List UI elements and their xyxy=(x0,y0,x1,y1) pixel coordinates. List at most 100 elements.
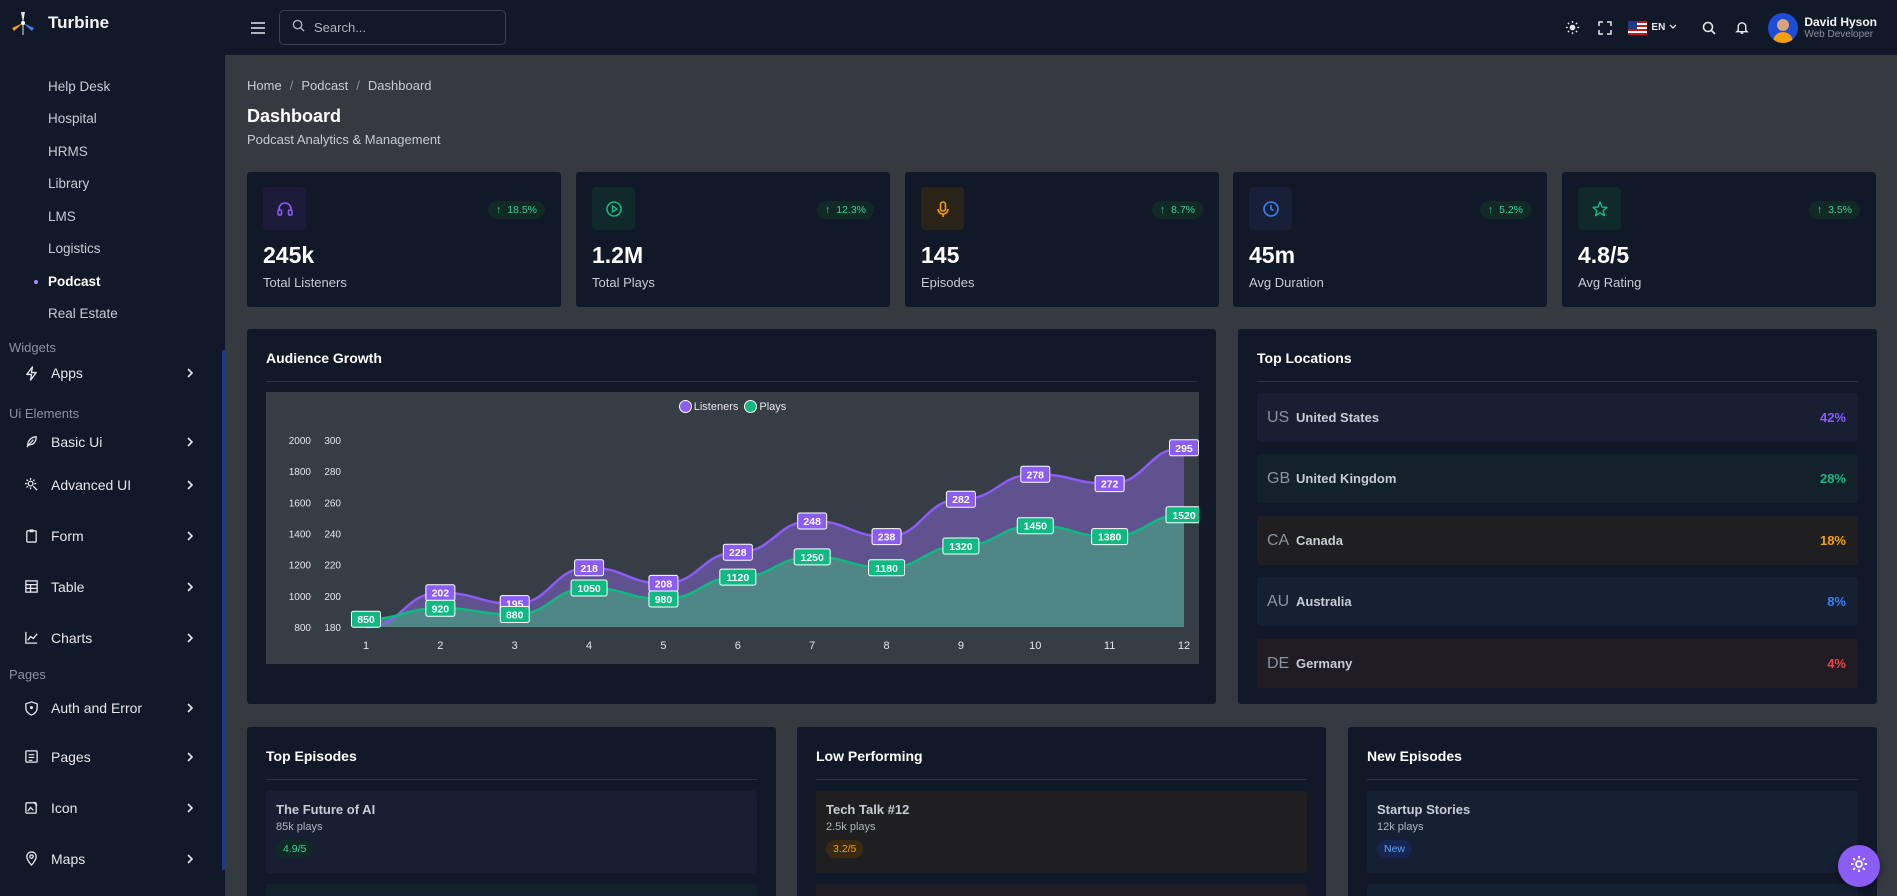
fullscreen-icon[interactable] xyxy=(1595,18,1615,38)
stat-label: Avg Duration xyxy=(1249,275,1324,290)
sidebar-item-auth-error[interactable]: Auth and Error xyxy=(0,685,225,731)
sidebar-item-real-estate[interactable]: Real Estate xyxy=(48,306,118,322)
plays-area xyxy=(366,514,1184,627)
listeners-data-label: 248 xyxy=(803,516,821,528)
search-input[interactable] xyxy=(314,20,484,35)
stat-card-episodes: ↑ 8.7% 145 Episodes xyxy=(905,172,1219,307)
listeners-data-label: 228 xyxy=(729,547,747,559)
y-left-tick-label: 1400 xyxy=(289,530,312,541)
listeners-data-label-box xyxy=(722,543,753,561)
sidebar-scrollbar[interactable] xyxy=(222,350,225,870)
trend-value: 12.3% xyxy=(836,204,866,216)
star-icon xyxy=(1578,187,1621,230)
plays-data-label: 980 xyxy=(655,594,673,606)
divider xyxy=(266,381,1197,382)
rating-badge: 3.2/5 xyxy=(826,840,864,858)
sidebar-item-pages[interactable]: Pages xyxy=(0,731,225,782)
sidebar-item-advanced-ui[interactable]: Advanced UI xyxy=(0,459,225,510)
country-percent: 28% xyxy=(1819,471,1846,486)
sidebar-item-icon[interactable]: Icon xyxy=(0,782,225,833)
chevron-right-icon xyxy=(185,703,195,713)
listeners-data-label-box xyxy=(945,490,976,508)
location-row-us[interactable]: US United States 42% xyxy=(1257,393,1858,442)
location-row-au[interactable]: AU Australia 8% xyxy=(1257,577,1858,626)
episode-item[interactable] xyxy=(266,884,757,896)
sidebar-item-hospital[interactable]: Hospital xyxy=(48,111,97,127)
sidebar-item-library[interactable]: Library xyxy=(48,176,90,192)
breadcrumb-podcast[interactable]: Podcast xyxy=(301,78,349,93)
chart-legend: Listeners Plays xyxy=(266,400,1199,413)
top-locations-card: Top Locations US United States 42% GB Un… xyxy=(1238,329,1877,704)
arrow-up-icon: ↑ xyxy=(1159,204,1166,216)
bell-icon[interactable] xyxy=(1732,18,1752,38)
sidebar-item-form[interactable]: Form xyxy=(0,510,225,561)
x-tick-label: 11 xyxy=(1104,640,1115,652)
sun-icon[interactable] xyxy=(1562,18,1582,38)
search-icon[interactable] xyxy=(1699,18,1719,38)
sidebar-item-table[interactable]: Table xyxy=(0,561,225,612)
listeners-data-label-box xyxy=(574,559,605,577)
x-tick-label: 5 xyxy=(660,640,666,652)
sidebar-item-maps[interactable]: Maps xyxy=(0,833,225,884)
sidebar-item-hrms[interactable]: HRMS xyxy=(48,143,88,159)
y-right-tick-label: 240 xyxy=(324,530,341,541)
stat-value: 1.2M xyxy=(592,242,644,268)
listeners-data-label-box xyxy=(1169,439,1199,457)
country-name: Germany xyxy=(1296,656,1353,671)
sidebar-item-apps[interactable]: Apps xyxy=(0,358,225,388)
legend-item-plays[interactable]: Plays xyxy=(744,400,786,413)
stat-value: 4.8/5 xyxy=(1578,242,1630,268)
y-left-tick-label: 1600 xyxy=(289,498,312,509)
x-tick-label: 12 xyxy=(1178,640,1190,652)
country-name: Canada xyxy=(1296,533,1343,548)
sidebar-item-label: Icon xyxy=(51,799,78,816)
search-box[interactable] xyxy=(279,10,506,45)
turbine-logo-icon xyxy=(10,10,36,36)
country-name: United Kingdom xyxy=(1296,471,1397,486)
plays-data-label: 850 xyxy=(357,614,375,626)
plays-data-label-box xyxy=(648,590,679,608)
chevron-right-icon xyxy=(185,802,195,813)
sidebar-item-label: Apps xyxy=(51,365,83,381)
episode-item[interactable] xyxy=(1367,884,1858,896)
trend-value: 3.5% xyxy=(1828,204,1852,216)
x-tick-label: 3 xyxy=(512,640,518,652)
language-selector[interactable]: EN xyxy=(1628,20,1677,35)
listeners-data-label-box xyxy=(797,512,828,530)
language-code: EN xyxy=(1651,22,1666,33)
breadcrumb-home[interactable]: Home xyxy=(247,78,282,93)
location-row-ca[interactable]: CA Canada 18% xyxy=(1257,516,1858,565)
brand[interactable]: Turbine xyxy=(0,0,225,46)
table-icon xyxy=(23,579,39,595)
sidebar-item-charts[interactable]: Charts xyxy=(0,612,225,663)
legend-label: Plays xyxy=(759,400,787,413)
user-menu[interactable]: David Hyson Web Developer xyxy=(1768,12,1877,43)
hamburger-menu-icon[interactable] xyxy=(248,18,268,38)
episode-item[interactable] xyxy=(816,884,1307,896)
episode-item[interactable]: The Future of AI 85k plays 4.9/5 xyxy=(266,791,757,873)
legend-item-listeners[interactable]: Listeners xyxy=(678,400,738,413)
episode-item[interactable]: Startup Stories 12k plays New xyxy=(1367,791,1858,873)
new-episodes-card: New Episodes Startup Stories 12k plays N… xyxy=(1348,727,1877,896)
settings-fab[interactable] xyxy=(1838,845,1880,887)
sidebar-item-logistics[interactable]: Logistics xyxy=(48,241,101,257)
country-code: CA xyxy=(1267,531,1290,549)
sidebar-item-label: Auth and Error xyxy=(51,700,143,716)
top-episodes-card: Top Episodes The Future of AI 85k plays … xyxy=(247,727,776,896)
sidebar-item-podcast[interactable]: Podcast xyxy=(0,265,225,298)
episode-item[interactable]: Tech Talk #12 2.5k plays 3.2/5 xyxy=(816,791,1307,873)
location-row-gb[interactable]: GB United Kingdom 28% xyxy=(1257,454,1858,503)
stat-card-duration: ↑ 5.2% 45m Avg Duration xyxy=(1233,172,1547,307)
user-info: David Hyson Web Developer xyxy=(1804,15,1877,41)
chevron-right-icon xyxy=(185,581,195,592)
sidebar-item-lms[interactable]: LMS xyxy=(48,208,76,224)
microphone-icon xyxy=(921,187,964,230)
play-circle-icon xyxy=(592,187,635,230)
episode-title: Tech Talk #12 xyxy=(826,802,910,817)
y-right-tick-label: 300 xyxy=(324,436,341,447)
sidebar-item-basic-ui[interactable]: Basic Ui xyxy=(0,424,225,459)
sidebar-item-help-desk[interactable]: Help Desk xyxy=(48,78,111,94)
plays-data-label-box xyxy=(570,579,608,597)
audience-growth-card: Audience Growth Listeners Plays 2000 1800… xyxy=(247,329,1216,704)
location-row-de[interactable]: DE Germany 4% xyxy=(1257,639,1858,688)
